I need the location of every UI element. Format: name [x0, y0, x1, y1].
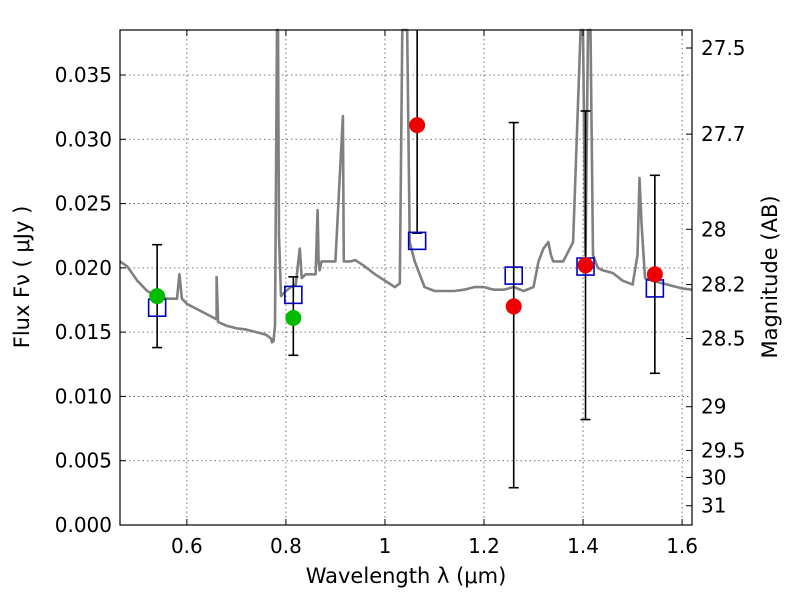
mag-tick-label: 28 — [701, 217, 726, 241]
x-tick-label: 0.6 — [171, 534, 203, 558]
mag-tick-label: 29.5 — [701, 438, 746, 462]
model-photometry-box — [407, 231, 427, 251]
observed-point-red — [505, 298, 522, 315]
x-tick-label: 0.8 — [270, 534, 302, 558]
y-tick-label: 0.020 — [55, 256, 112, 280]
mag-tick-label: 28.2 — [701, 273, 746, 297]
y-tick-label: 0.010 — [55, 384, 112, 408]
x-tick-label: 1.2 — [468, 534, 500, 558]
observed-point-red — [577, 257, 594, 274]
mag-tick-label: 27.5 — [701, 36, 746, 60]
mag-tick-label: 27.7 — [701, 122, 746, 146]
y-axis-title: Flux Fν ( μJy ) — [10, 206, 34, 349]
mag-tick-label: 31 — [701, 494, 726, 518]
observed-point-red — [646, 266, 663, 283]
mag-tick-label: 30 — [701, 465, 726, 489]
x-tick-label: 1.6 — [666, 534, 698, 558]
markers-layer — [147, 30, 665, 489]
x-tick-label: 1.4 — [567, 534, 599, 558]
y-tick-label: 0.000 — [55, 513, 112, 537]
y-tick-label: 0.005 — [55, 449, 112, 473]
y-tick-label: 0.015 — [55, 320, 112, 344]
ticks-layer: 0.6 0.8 1 1.2 1.4 1.6 0.000 0.005 0.010 0.015 0.02… — [55, 30, 746, 558]
observed-point-green — [285, 310, 302, 326]
x-tick-label: 1 — [379, 534, 392, 558]
y-axis-right-title: Magnitude (AB) — [758, 195, 782, 358]
observed-point-red — [409, 117, 426, 134]
y-tick-label: 0.035 — [55, 63, 112, 87]
observed-point-green — [149, 288, 166, 305]
plot-frame — [119, 29, 693, 526]
mag-tick-label: 29 — [701, 395, 726, 419]
model-photometry-box — [504, 266, 524, 285]
mag-tick-label: 28.5 — [701, 327, 746, 351]
y-tick-label: 0.030 — [55, 127, 112, 151]
x-axis-title: Wavelength λ (μm) — [306, 564, 507, 588]
y-tick-label: 0.025 — [55, 192, 112, 216]
grid-layer — [120, 30, 692, 525]
model-photometry-box — [284, 285, 303, 305]
